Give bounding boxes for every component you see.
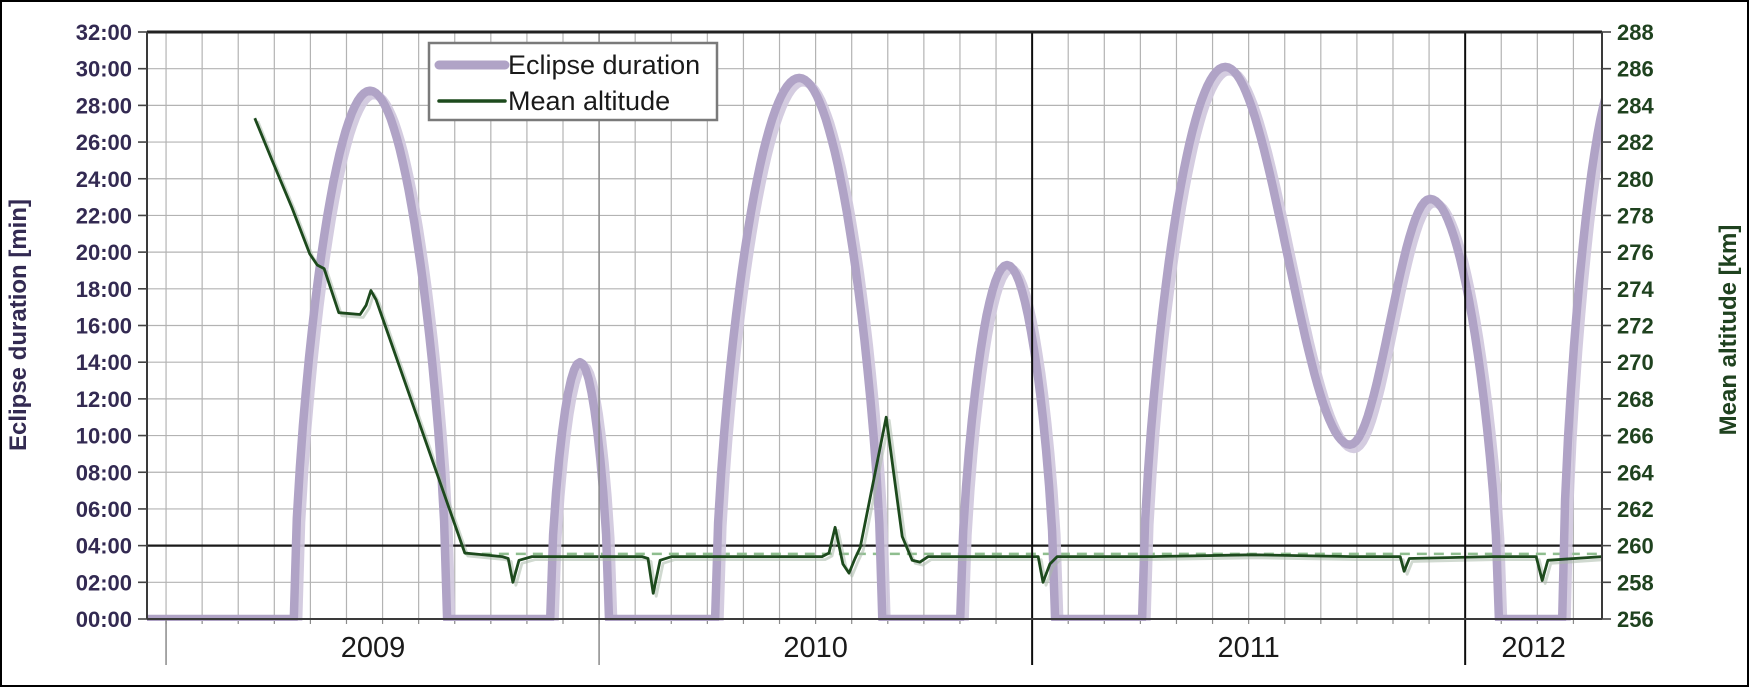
- left-tick-label: 16:00: [76, 314, 132, 339]
- right-tick-label: 262: [1617, 497, 1654, 522]
- left-tick-label: 26:00: [76, 130, 132, 155]
- gridlines: [147, 32, 1602, 624]
- left-tick-label: 32:00: [76, 20, 132, 45]
- reference-lines: [147, 544, 1602, 556]
- right-tick-label: 288: [1617, 20, 1654, 45]
- right-tick-label: 270: [1617, 350, 1654, 375]
- mean-altitude-line-shadow: [256, 120, 1602, 598]
- left-tick-label: 14:00: [76, 350, 132, 375]
- mean-altitude-line: [253, 117, 1602, 595]
- left-tick-label: 20:00: [76, 240, 132, 265]
- left-tick-label: 06:00: [76, 497, 132, 522]
- year-label: 2012: [1501, 632, 1566, 664]
- year-separators: [165, 32, 1467, 665]
- left-tick-label: 12:00: [76, 387, 132, 412]
- left-tick-label: 28:00: [76, 93, 132, 118]
- left-tick-label: 08:00: [76, 460, 132, 485]
- legend: Eclipse duration Mean altitude: [427, 41, 719, 122]
- right-tick-label: 272: [1617, 314, 1654, 339]
- left-tick-label: 30:00: [76, 57, 132, 82]
- left-tick-label: 24:00: [76, 167, 132, 192]
- right-tick-label: 280: [1617, 167, 1654, 192]
- right-tick-label: 278: [1617, 203, 1654, 228]
- right-tick-label: 258: [1617, 570, 1654, 595]
- right-tick-label: 282: [1617, 130, 1654, 155]
- right-tick-label: 266: [1617, 424, 1654, 449]
- legend-label: Mean altitude: [508, 86, 670, 116]
- data-series: [147, 62, 1602, 621]
- left-tick-label: 04:00: [76, 534, 132, 559]
- right-tick-label: 274: [1617, 277, 1654, 302]
- left-tick-label: 02:00: [76, 570, 132, 595]
- year-label: 2009: [341, 632, 406, 664]
- right-tick-label: 260: [1617, 534, 1654, 559]
- right-tick-label: 256: [1617, 607, 1654, 632]
- year-label: 2011: [1217, 632, 1279, 664]
- right-tick-label: 268: [1617, 387, 1654, 412]
- left-tick-label: 18:00: [76, 277, 132, 302]
- right-axis-title: Mean altitude [km]: [1715, 225, 1742, 436]
- right-tick-label: 284: [1617, 93, 1654, 118]
- left-tick-label: 00:00: [76, 607, 132, 632]
- tick-marks: [138, 31, 1611, 620]
- left-tick-label: 22:00: [76, 203, 132, 228]
- year-label: 2010: [783, 632, 848, 664]
- legend-box: [427, 41, 719, 122]
- right-tick-label: 276: [1617, 240, 1654, 265]
- left-tick-label: 10:00: [76, 424, 132, 449]
- axis-tick-labels: 32:00 30:00 28:00 26:00 24:00 22:00 20:00 18:00…: [76, 20, 1655, 664]
- right-tick-label: 286: [1617, 57, 1654, 82]
- legend-label: Eclipse duration: [508, 50, 700, 80]
- right-tick-label: 264: [1617, 460, 1654, 485]
- left-axis-title: Eclipse duration [min]: [5, 199, 32, 451]
